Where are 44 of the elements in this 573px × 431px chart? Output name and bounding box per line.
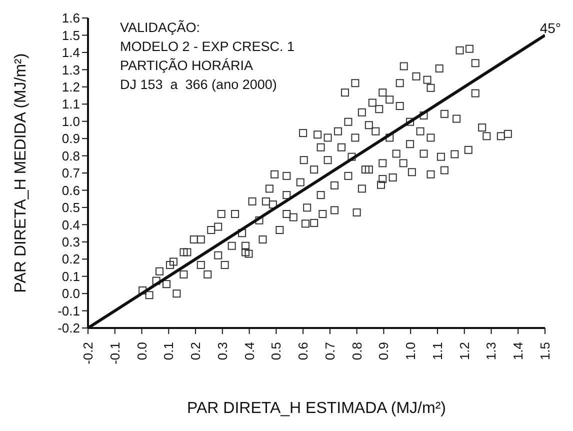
x-tick-label: 0.1 bbox=[161, 342, 176, 360]
x-tick-label: -0.2 bbox=[80, 342, 96, 364]
x-tick-label: 0.0 bbox=[134, 342, 150, 360]
x-tick-label: 0.2 bbox=[188, 342, 204, 360]
annotation: 45° bbox=[540, 20, 561, 36]
y-axis-title: PAR DIRETA_H MEDIDA (MJ/m²) bbox=[12, 53, 30, 293]
annotation: MODELO 2 - EXP CRESC. 1 bbox=[120, 38, 295, 56]
annotation: VALIDAÇÃO: bbox=[120, 19, 202, 37]
y-tick-label: 0.9 bbox=[62, 131, 80, 146]
y-tick-label: 0.0 bbox=[62, 286, 80, 302]
y-tick-label: 0.2 bbox=[62, 252, 80, 267]
y-tick-label: 1.1 bbox=[62, 96, 80, 112]
x-tick-label: 0.6 bbox=[296, 342, 311, 360]
y-tick-label: 1.6 bbox=[62, 10, 80, 26]
x-tick-label: -0.1 bbox=[107, 342, 122, 364]
y-tick-label: 1.2 bbox=[62, 80, 80, 95]
y-tick-label: -0.1 bbox=[58, 303, 80, 318]
annotation: DJ 153 a 366 (ano 2000) bbox=[120, 76, 278, 94]
x-tick-label: 0.4 bbox=[242, 342, 257, 360]
x-axis-title: PAR DIRETA_H ESTIMADA (MJ/m²) bbox=[187, 400, 446, 417]
x-tick-label: 0.7 bbox=[322, 342, 338, 360]
y-tick-label: 1.3 bbox=[62, 62, 80, 78]
x-tick-label: 1.2 bbox=[456, 342, 472, 360]
y-tick-label: 0.4 bbox=[62, 217, 80, 232]
y-tick-label: 0.5 bbox=[62, 200, 80, 216]
y-tick-label: 1.4 bbox=[62, 45, 80, 60]
x-tick-label: 0.8 bbox=[349, 342, 364, 360]
y-tick-label: -0.2 bbox=[58, 320, 80, 336]
x-tick-label: 1.1 bbox=[430, 342, 445, 360]
y-tick-label: 0.3 bbox=[62, 234, 80, 250]
y-tick-label: 0.8 bbox=[62, 148, 80, 164]
x-tick-label: 0.5 bbox=[268, 342, 284, 360]
y-tick-label: 0.6 bbox=[62, 182, 80, 198]
x-tick-label: 1.5 bbox=[538, 342, 552, 360]
x-tick-label: 0.3 bbox=[214, 342, 230, 360]
y-tick-label: 0.7 bbox=[62, 166, 80, 181]
x-tick-label: 0.9 bbox=[376, 342, 392, 360]
x-tick-label: 1.3 bbox=[484, 342, 499, 360]
y-tick-label: 1.0 bbox=[62, 114, 80, 129]
annotation: PARTIÇÃO HORÁRIA bbox=[120, 57, 254, 75]
x-tick-label: 1.0 bbox=[403, 342, 418, 360]
y-tick-label: 0.1 bbox=[62, 268, 80, 284]
y-tick-label: 1.5 bbox=[62, 28, 80, 43]
x-tick-label: 1.4 bbox=[510, 342, 526, 360]
